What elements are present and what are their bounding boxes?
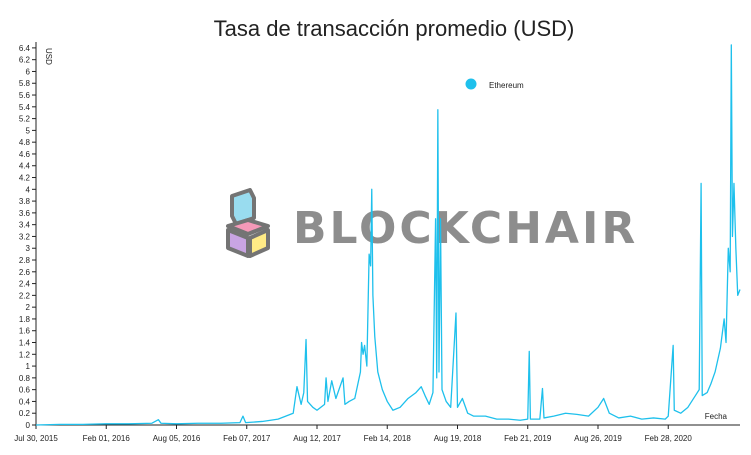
- y-tick-label: 4.8: [19, 138, 31, 147]
- y-tick-label: 2.8: [19, 256, 31, 265]
- x-axis-ticks: Jul 30, 2015 Feb 01, 2016 Aug 05, 2016 Feb …: [14, 425, 692, 443]
- x-tick-label: Aug 19, 2018: [434, 434, 482, 443]
- y-axis-ticks: 0 0.2 0.4 0.6 0.8 1 1.2 1.4 1.6 1.8 2 2.2 2.4 2.6 2.8 3…: [19, 44, 36, 430]
- watermark-text: BLOCKCHAIR: [293, 203, 638, 254]
- y-tick-label: 0.8: [19, 374, 31, 383]
- y-tick-label: 3.2: [19, 232, 31, 241]
- y-tick-label: 6.2: [19, 56, 31, 65]
- y-tick-label: 3.6: [19, 209, 31, 218]
- y-tick-label: 0: [26, 421, 31, 430]
- y-tick-label: 5.2: [19, 115, 31, 124]
- x-tick-label: Aug 26, 2019: [574, 434, 622, 443]
- y-tick-label: 2.6: [19, 268, 31, 277]
- y-tick-label: 1.6: [19, 327, 31, 336]
- y-tick-label: 0.6: [19, 386, 31, 395]
- series-group: [35, 44, 741, 426]
- y-tick-label: 4.2: [19, 174, 31, 183]
- y-tick-label: 5.6: [19, 91, 31, 100]
- y-tick-label: 6: [26, 67, 31, 76]
- x-axis-label: Fecha: [705, 412, 728, 421]
- y-tick-label: 4.6: [19, 150, 31, 159]
- x-tick-label: Feb 21, 2019: [504, 434, 552, 443]
- x-tick-label: Feb 07, 2017: [223, 434, 271, 443]
- blockchair-logo-watermark: BLOCKCHAIR: [226, 188, 638, 258]
- y-tick-label: 2: [26, 303, 31, 312]
- y-axis-label: USD: [44, 48, 53, 65]
- y-tick-label: 6.4: [19, 44, 31, 53]
- chart-title: Tasa de transacción promedio (USD): [214, 16, 575, 41]
- y-tick-label: 1.8: [19, 315, 31, 324]
- y-tick-label: 4.4: [19, 162, 31, 171]
- y-tick-label: 3.4: [19, 221, 31, 230]
- legend-label-ethereum: Ethereum: [489, 81, 524, 90]
- y-tick-label: 5.4: [19, 103, 31, 112]
- y-tick-label: 3: [26, 244, 31, 253]
- y-tick-label: 0.2: [19, 409, 31, 418]
- y-tick-label: 2.4: [19, 280, 31, 289]
- legend: Ethereum: [465, 78, 524, 90]
- y-tick-label: 5.8: [19, 79, 31, 88]
- x-tick-label: Jul 30, 2015: [14, 434, 58, 443]
- y-tick-label: 3.8: [19, 197, 31, 206]
- y-tick-label: 1: [26, 362, 31, 371]
- x-tick-label: Aug 12, 2017: [293, 434, 341, 443]
- y-tick-label: 4: [26, 185, 31, 194]
- blockchair-logo-mark: [226, 188, 270, 258]
- x-tick-label: Feb 28, 2020: [645, 434, 693, 443]
- y-tick-label: 2.2: [19, 291, 31, 300]
- y-tick-label: 1.4: [19, 339, 31, 348]
- y-tick-label: 1.2: [19, 350, 31, 359]
- x-tick-label: Feb 01, 2016: [83, 434, 131, 443]
- y-tick-label: 5: [26, 126, 31, 135]
- legend-marker-ethereum: [465, 78, 477, 90]
- y-tick-label: 0.4: [19, 397, 31, 406]
- x-tick-label: Aug 05, 2016: [153, 434, 201, 443]
- x-tick-label: Feb 14, 2018: [364, 434, 412, 443]
- series-line-ethereum: [35, 44, 741, 426]
